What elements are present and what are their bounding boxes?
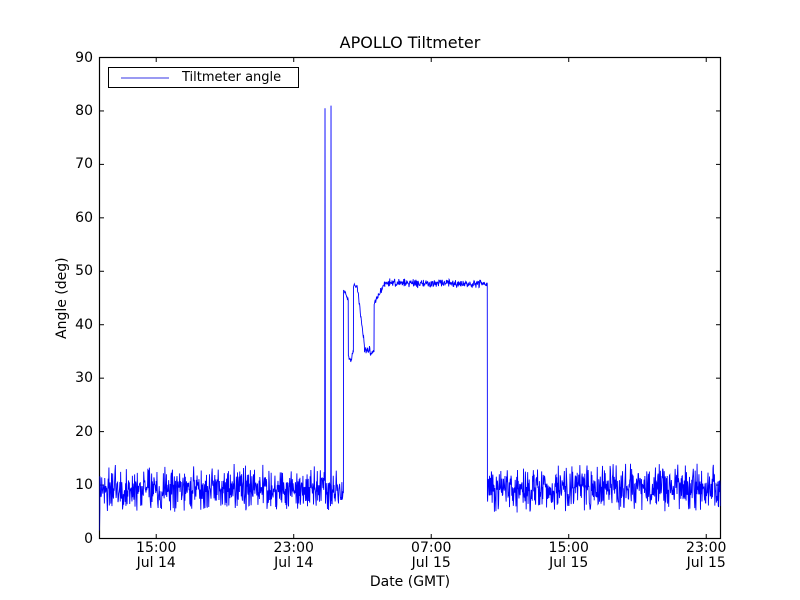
y-axis-label: Angle (deg) bbox=[54, 257, 70, 339]
legend-label: Tiltmeter angle bbox=[182, 70, 282, 85]
x-axis-label: Date (GMT) bbox=[369, 574, 451, 590]
x-tick-label: 23:00 Jul 14 bbox=[273, 540, 314, 571]
y-tick-label: 40 bbox=[75, 316, 93, 333]
plot-frame bbox=[98, 56, 722, 540]
y-tick-label: 10 bbox=[75, 477, 93, 494]
y-tick-label: 60 bbox=[75, 209, 93, 226]
chart-title: APOLLO Tiltmeter bbox=[339, 33, 481, 52]
y-tick-label: 80 bbox=[75, 102, 93, 119]
y-tick-label: 20 bbox=[75, 423, 93, 440]
y-tick-label: 0 bbox=[84, 530, 93, 547]
y-tick-label: 50 bbox=[75, 263, 93, 280]
legend-box: Tiltmeter angle bbox=[108, 67, 299, 88]
x-tick-label: 23:00 Jul 15 bbox=[686, 540, 727, 571]
y-tick-label: 90 bbox=[75, 49, 93, 66]
x-tick-label: 15:00 Jul 15 bbox=[548, 540, 589, 571]
y-tick-label: 30 bbox=[75, 370, 93, 387]
y-tick-label: 70 bbox=[75, 156, 93, 173]
tiltmeter-angle-series bbox=[99, 105, 721, 531]
x-tick-label: 07:00 Jul 15 bbox=[411, 540, 452, 571]
legend-line-swatch bbox=[121, 76, 169, 79]
x-tick-label: 15:00 Jul 14 bbox=[136, 540, 177, 571]
